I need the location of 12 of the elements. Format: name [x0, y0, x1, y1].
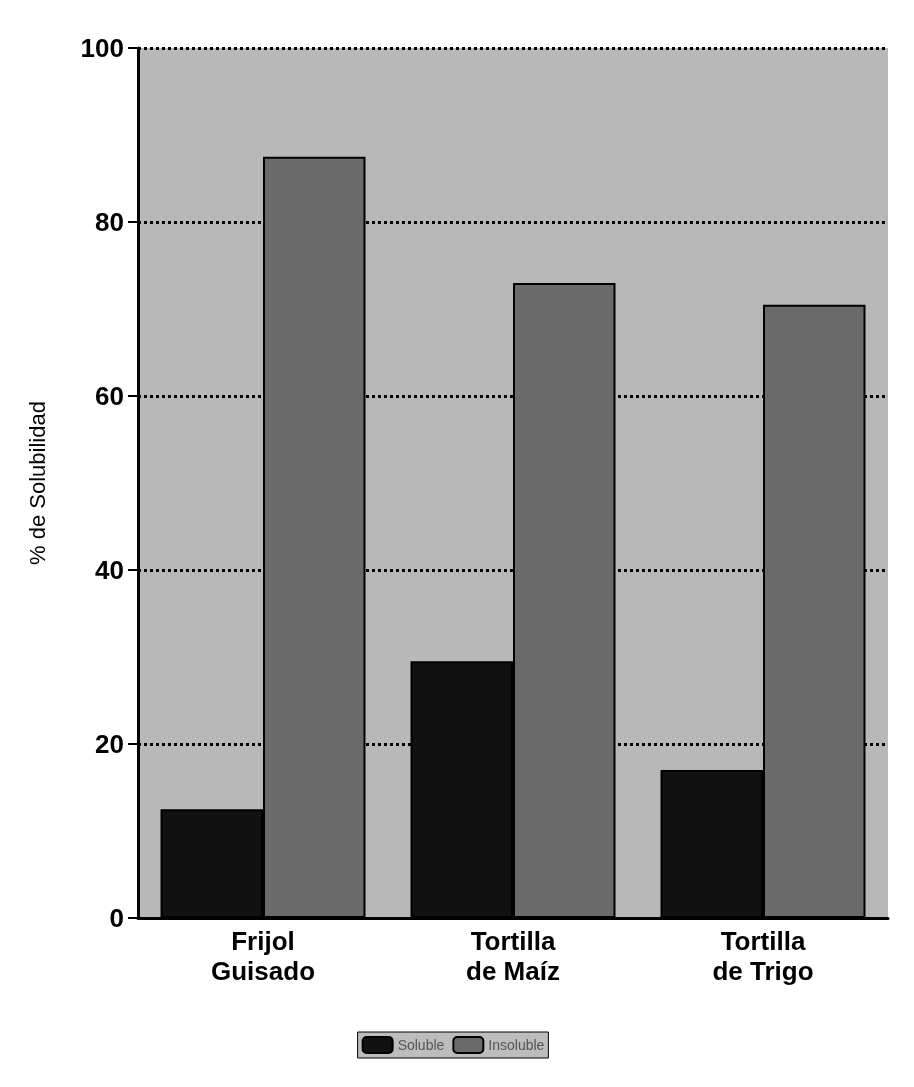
y-tick-label: 40 — [95, 555, 124, 585]
x-tick-label: Frijol Guisado — [210, 926, 316, 986]
y-tick-label: 60 — [95, 381, 124, 411]
y-tick-label: 80 — [95, 207, 124, 237]
y-tick-label: 0 — [109, 903, 124, 933]
y-axis-title: % de Solubilidad — [24, 401, 50, 565]
y-tick-label: 100 — [80, 33, 124, 63]
y-tick-label: 20 — [95, 729, 124, 759]
x-tick-label: Tortilla de Trigo — [712, 926, 814, 986]
legend-label: Insoluble — [488, 1037, 545, 1053]
x-tick-label: Tortilla de Maíz — [466, 926, 560, 986]
legend-label: Soluble — [397, 1037, 445, 1053]
